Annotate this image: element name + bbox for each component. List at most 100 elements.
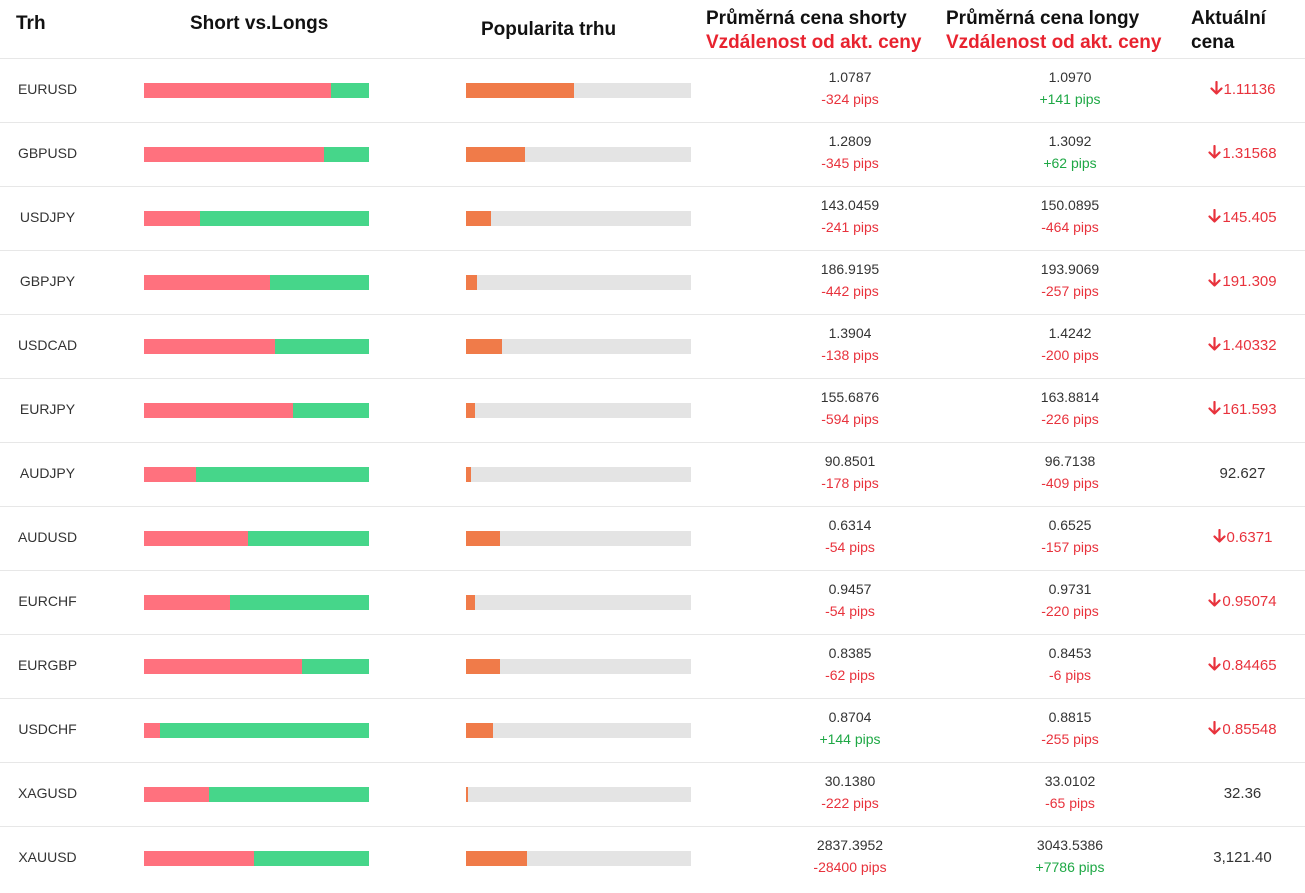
table-body: EURUSD 1.0787 -324 pips 1.0970 +141 pips…	[0, 58, 1305, 890]
table-row[interactable]: AUDJPY 90.8501 -178 pips 96.7138 -409 pi…	[0, 443, 1305, 507]
current-price: 1.40332	[1180, 336, 1305, 354]
short-portion	[144, 531, 248, 546]
avg-short-price: 0.8385	[828, 645, 872, 661]
avg-long-distance: +62 pips	[1043, 155, 1097, 171]
avg-long-price: 1.3092	[1048, 133, 1092, 149]
current-price-value: 92.627	[1219, 465, 1266, 482]
current-price: 161.593	[1180, 400, 1305, 418]
table-row[interactable]: EURCHF 0.9457 -54 pips 0.9731 -220 pips …	[0, 571, 1305, 635]
table-row[interactable]: XAUUSD 2837.3952 -28400 pips 3043.5386 +…	[0, 827, 1305, 890]
pair-name[interactable]: EURUSD	[17, 81, 78, 97]
popularity-fill	[466, 83, 574, 98]
short-vs-long-bar	[144, 851, 369, 866]
avg-short-price: 1.2809	[828, 133, 872, 149]
avg-long-price: 1.0970	[1048, 69, 1092, 85]
short-vs-long-bar	[144, 787, 369, 802]
current-price: 0.84465	[1180, 656, 1305, 674]
table-row[interactable]: EURJPY 155.6876 -594 pips 163.8814 -226 …	[0, 379, 1305, 443]
short-portion	[144, 83, 331, 98]
avg-long-distance: -257 pips	[1041, 283, 1099, 299]
avg-short-price: 30.1380	[824, 773, 876, 789]
popularity-fill	[466, 467, 471, 482]
short-portion	[144, 467, 196, 482]
current-price-value: 0.85548	[1222, 721, 1277, 738]
column-header-avg-long[interactable]: Průměrná cena longy Vzdálenost od akt. c…	[946, 7, 1161, 55]
table-row[interactable]: AUDUSD 0.6314 -54 pips 0.6525 -157 pips …	[0, 507, 1305, 571]
short-vs-long-bar	[144, 659, 369, 674]
avg-long-price: 163.8814	[1040, 389, 1100, 405]
pair-name[interactable]: USDCAD	[17, 337, 78, 353]
avg-long-distance: -157 pips	[1041, 539, 1099, 555]
avg-long-price: 0.9731	[1048, 581, 1092, 597]
avg-short-distance: -54 pips	[825, 539, 875, 555]
pair-name[interactable]: USDJPY	[19, 209, 76, 225]
popularity-fill	[466, 531, 500, 546]
pair-name[interactable]: EURJPY	[19, 401, 76, 417]
short-portion	[144, 851, 255, 866]
popularity-fill	[466, 403, 475, 418]
avg-long-price: 0.8453	[1048, 645, 1092, 661]
current-price: 32.36	[1180, 785, 1305, 802]
avg-long-subtitle: Vzdálenost od akt. ceny	[946, 32, 1162, 53]
current-price-value: 0.6371	[1226, 529, 1273, 546]
current-price: 3,121.40	[1180, 849, 1305, 866]
popularity-fill	[466, 723, 493, 738]
popularity-bar	[466, 467, 691, 482]
avg-short-distance: -594 pips	[821, 411, 879, 427]
popularity-bar	[466, 339, 691, 354]
pair-name[interactable]: AUDUSD	[17, 529, 78, 545]
current-price-value: 145.405	[1222, 209, 1277, 226]
avg-short-distance: -345 pips	[821, 155, 879, 171]
short-vs-long-bar	[144, 211, 369, 226]
table-row[interactable]: EURGBP 0.8385 -62 pips 0.8453 -6 pips 0.…	[0, 635, 1305, 699]
popularity-bar	[466, 403, 691, 418]
column-header-market[interactable]: Trh	[16, 13, 46, 34]
pair-name[interactable]: GBPJPY	[19, 273, 76, 289]
short-vs-long-bar	[144, 531, 369, 546]
avg-long-distance: -464 pips	[1041, 219, 1099, 235]
arrow-down-icon	[1209, 80, 1223, 98]
current-price: 0.6371	[1180, 528, 1305, 546]
table-row[interactable]: USDCAD 1.3904 -138 pips 1.4242 -200 pips…	[0, 315, 1305, 379]
current-price-title-line2: cena	[1191, 32, 1235, 53]
table-row[interactable]: GBPJPY 186.9195 -442 pips 193.9069 -257 …	[0, 251, 1305, 315]
current-price-value: 1.11136	[1223, 81, 1276, 98]
popularity-bar	[466, 787, 691, 802]
column-header-current-price[interactable]: Aktuální cena	[1191, 7, 1266, 55]
table-header: Trh Short vs.Longs Popularita trhu Průmě…	[0, 0, 1305, 58]
popularity-bar	[466, 211, 691, 226]
popularity-fill	[466, 787, 469, 802]
pair-name[interactable]: EURGBP	[17, 657, 78, 673]
popularity-bar	[466, 275, 691, 290]
table-row[interactable]: USDJPY 143.0459 -241 pips 150.0895 -464 …	[0, 187, 1305, 251]
pair-name[interactable]: XAUUSD	[18, 849, 77, 865]
table-row[interactable]: XAGUSD 30.1380 -222 pips 33.0102 -65 pip…	[0, 763, 1305, 827]
avg-short-distance: -241 pips	[821, 219, 879, 235]
pair-name[interactable]: XAGUSD	[17, 785, 78, 801]
avg-short-distance: -442 pips	[821, 283, 879, 299]
avg-long-price: 33.0102	[1044, 773, 1096, 789]
table-row[interactable]: GBPUSD 1.2809 -345 pips 1.3092 +62 pips …	[0, 123, 1305, 187]
short-portion	[144, 147, 324, 162]
current-price: 1.31568	[1180, 144, 1305, 162]
current-price: 1.11136	[1180, 80, 1305, 98]
pair-name[interactable]: GBPUSD	[17, 145, 78, 161]
avg-long-price: 150.0895	[1040, 197, 1100, 213]
pair-name[interactable]: USDCHF	[18, 721, 77, 737]
pair-name[interactable]: AUDJPY	[19, 465, 76, 481]
column-header-short-vs-longs[interactable]: Short vs.Longs	[190, 13, 329, 34]
short-portion	[144, 595, 230, 610]
current-price-value: 191.309	[1222, 273, 1277, 290]
avg-short-distance: -138 pips	[821, 347, 879, 363]
avg-short-price: 90.8501	[824, 453, 876, 469]
pair-name[interactable]: EURCHF	[18, 593, 77, 609]
avg-short-distance: -222 pips	[821, 795, 879, 811]
short-vs-long-bar	[144, 339, 369, 354]
short-vs-long-bar	[144, 147, 369, 162]
avg-short-distance: -28400 pips	[813, 859, 887, 875]
column-header-avg-short[interactable]: Průměrná cena shorty Vzdálenost od akt. …	[706, 7, 921, 55]
column-header-popularity[interactable]: Popularita trhu	[481, 19, 617, 40]
current-price: 191.309	[1180, 272, 1305, 290]
table-row[interactable]: USDCHF 0.8704 +144 pips 0.8815 -255 pips…	[0, 699, 1305, 763]
table-row[interactable]: EURUSD 1.0787 -324 pips 1.0970 +141 pips…	[0, 58, 1305, 123]
